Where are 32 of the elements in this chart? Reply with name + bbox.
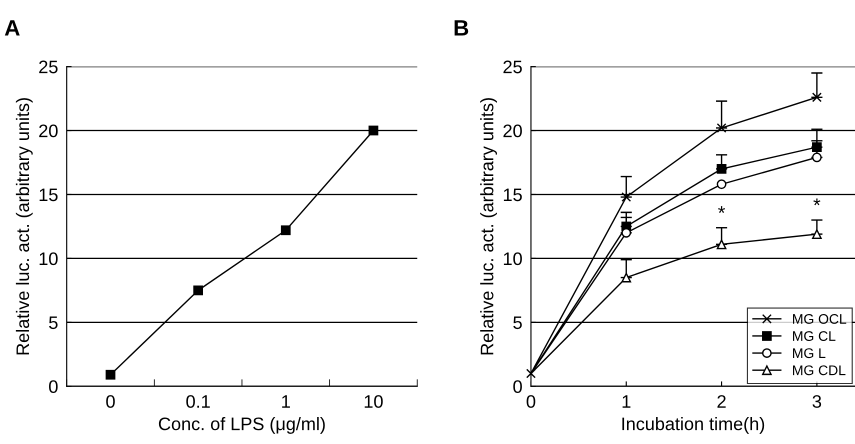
x-axis-title: Conc. of LPS (μg/ml): [158, 417, 325, 434]
x-tick-label: 10: [364, 395, 383, 408]
x-tick-label: 2: [717, 395, 726, 408]
y-tick-label: 25: [503, 60, 522, 74]
legend-label: MG CDL: [793, 365, 846, 376]
y-tick-label: 0: [513, 380, 522, 393]
x-tick-label: 1: [282, 395, 290, 408]
chart-title: A: [4, 20, 20, 36]
chart-title: B: [454, 20, 468, 36]
y-tick-label: 5: [49, 316, 58, 330]
y-tick-label: 10: [504, 252, 522, 266]
annotation: *: [718, 206, 726, 213]
legend-label: MG CL: [793, 331, 836, 341]
y-tick-label: 25: [39, 60, 58, 74]
y-tick-label: 20: [503, 124, 522, 138]
x-axis-title: Incubation time(h): [622, 417, 764, 434]
y-tick-label: 5: [513, 316, 522, 330]
y-axis-title: Relative luc. act. (arbitrary units): [16, 98, 33, 354]
y-axis-title: Relative luc. act. (arbitrary units): [480, 98, 497, 354]
x-tick-label: 3: [812, 395, 822, 408]
y-tick-label: 0: [49, 380, 58, 393]
x-tick-label: 0.1: [186, 395, 210, 408]
legend-label: MG L: [793, 348, 826, 358]
annotation: *: [813, 198, 820, 206]
y-tick-label: 10: [40, 252, 58, 266]
x-tick-label: 1: [622, 395, 630, 408]
y-tick-label: 15: [504, 188, 522, 202]
y-tick-label: 15: [40, 188, 58, 202]
x-tick-label: 0: [106, 395, 115, 408]
y-tick-label: 20: [39, 124, 58, 138]
x-tick-label: 0: [526, 395, 536, 408]
legend-label: MG OCL: [793, 314, 846, 324]
